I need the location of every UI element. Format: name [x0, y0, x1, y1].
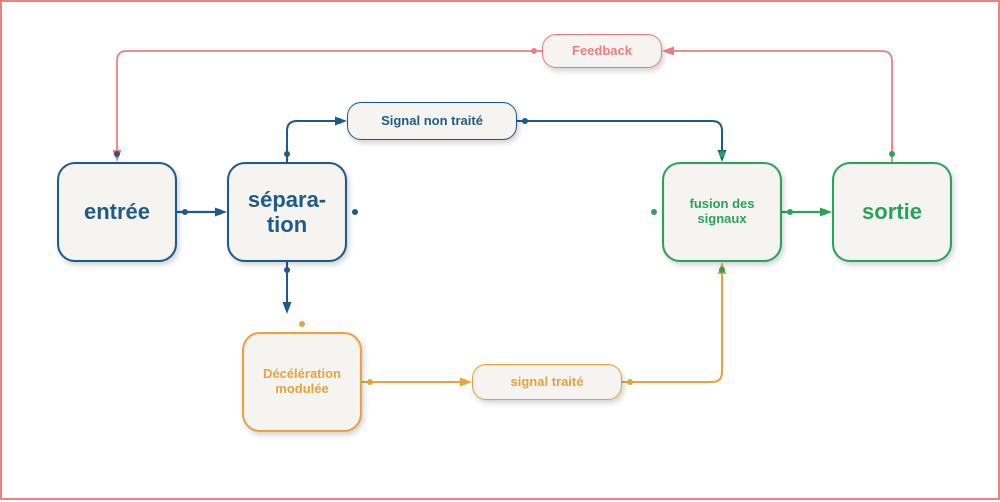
port-dot-fusion-0	[719, 151, 725, 157]
port-dot-deceleration-1	[367, 379, 373, 385]
port-dot-entree-1	[182, 209, 188, 215]
node-deceleration: Décélération modulée	[242, 332, 362, 432]
port-dot-signal_traite-0	[461, 379, 467, 385]
edge-sortie-to-feedback	[669, 51, 892, 162]
port-dot-sortie-1	[821, 209, 827, 215]
port-dot-fusion-3	[787, 209, 793, 215]
node-entree-label: entrée	[69, 199, 165, 224]
node-fusion: fusion des signaux	[662, 162, 782, 262]
port-dot-feedback-0	[531, 48, 537, 54]
port-dot-deceleration-0	[299, 321, 305, 327]
node-sortie: sortie	[832, 162, 952, 262]
node-decel-label: Décélération modulée	[254, 367, 350, 397]
port-dot-separation-1	[284, 267, 290, 273]
node-entree: entrée	[57, 162, 177, 262]
port-dot-sortie-0	[889, 151, 895, 157]
port-dot-fusion-1	[719, 267, 725, 273]
edge-traite-to-fusion	[622, 269, 722, 382]
port-dot-separation-3	[352, 209, 358, 215]
node-fusion-label: fusion des signaux	[674, 197, 770, 227]
port-dot-signal_traite-1	[627, 379, 633, 385]
node-feedback-label: Feedback	[553, 44, 651, 59]
node-sortie-label: sortie	[844, 199, 940, 224]
port-dot-fusion-2	[651, 209, 657, 215]
node-separation-label: sépara-tion	[239, 187, 335, 238]
port-dot-feedback-1	[667, 48, 673, 54]
node-signal-traite: signal traité	[472, 364, 622, 400]
node-signal-non-traite: Signal non traité	[347, 102, 517, 140]
port-dot-separation-0	[284, 151, 290, 157]
edge-separation-to-snt	[287, 121, 340, 162]
arrowhead-separation-to-decel	[283, 302, 292, 314]
port-dot-signal_non_traite-0	[336, 118, 342, 124]
port-dot-signal_non_traite-1	[522, 118, 528, 124]
node-st-label: signal traité	[483, 375, 611, 390]
node-separation: sépara-tion	[227, 162, 347, 262]
node-feedback: Feedback	[542, 34, 662, 68]
diagram-frame: entrée sépara-tion Signal non traité Fee…	[0, 0, 1000, 500]
port-dot-separation-2	[216, 209, 222, 215]
port-dot-entree-0	[114, 151, 120, 157]
edge-snt-to-fusion	[517, 121, 722, 155]
node-snt-label: Signal non traité	[358, 114, 506, 129]
